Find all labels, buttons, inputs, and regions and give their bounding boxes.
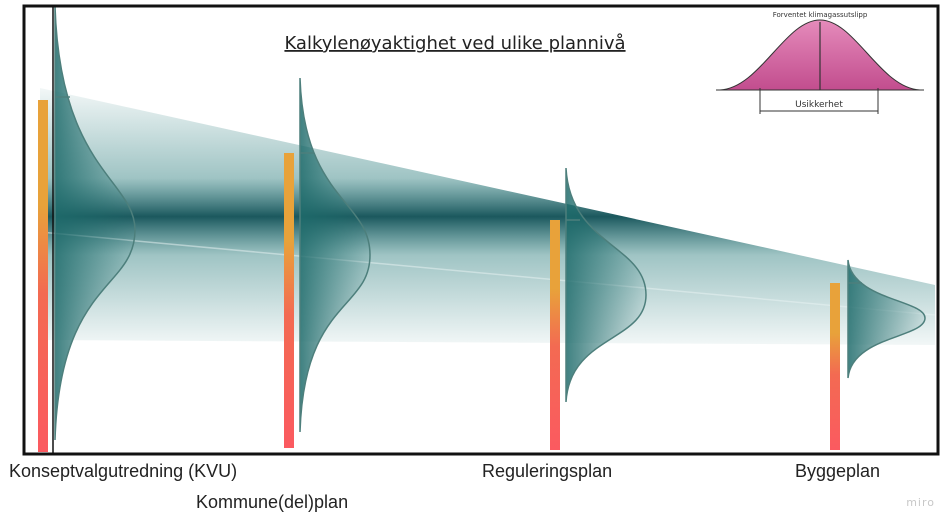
legend-bottom-label: Usikkerhet bbox=[795, 100, 843, 110]
page-title: Kalkylenøyaktighet ved ulike plannivå bbox=[284, 33, 625, 54]
stage-label-kvu: Konseptvalgutredning (KVU) bbox=[9, 461, 238, 481]
miro-watermark: miro bbox=[906, 496, 935, 509]
accuracy-bar-reguleringsplan bbox=[550, 220, 560, 450]
uncertainty-band bbox=[40, 88, 935, 345]
accuracy-bar-byggeplan bbox=[830, 283, 840, 450]
distribution-curve-byggeplan bbox=[847, 259, 926, 379]
distribution-curve-reguleringsplan bbox=[565, 167, 647, 403]
accuracy-bar-kvu bbox=[38, 100, 48, 452]
legend-bell-curve: Forventet klimagassutslipp Usikkerhet bbox=[716, 11, 924, 114]
stage-label-kommunedelplan: Kommune(del)plan bbox=[196, 492, 349, 512]
accuracy-bar-kommunedelplan bbox=[284, 153, 294, 448]
distribution-curve-kvu bbox=[54, 5, 136, 441]
expected-value-line bbox=[39, 231, 936, 316]
legend-top-label: Forventet klimagassutslipp bbox=[773, 11, 868, 19]
stage-label-reguleringsplan: Reguleringsplan bbox=[482, 461, 613, 481]
diagram-frame bbox=[22, 4, 940, 456]
distribution-curve-kommunedelplan bbox=[299, 77, 371, 433]
stage-label-byggeplan: Byggeplan bbox=[795, 461, 881, 481]
